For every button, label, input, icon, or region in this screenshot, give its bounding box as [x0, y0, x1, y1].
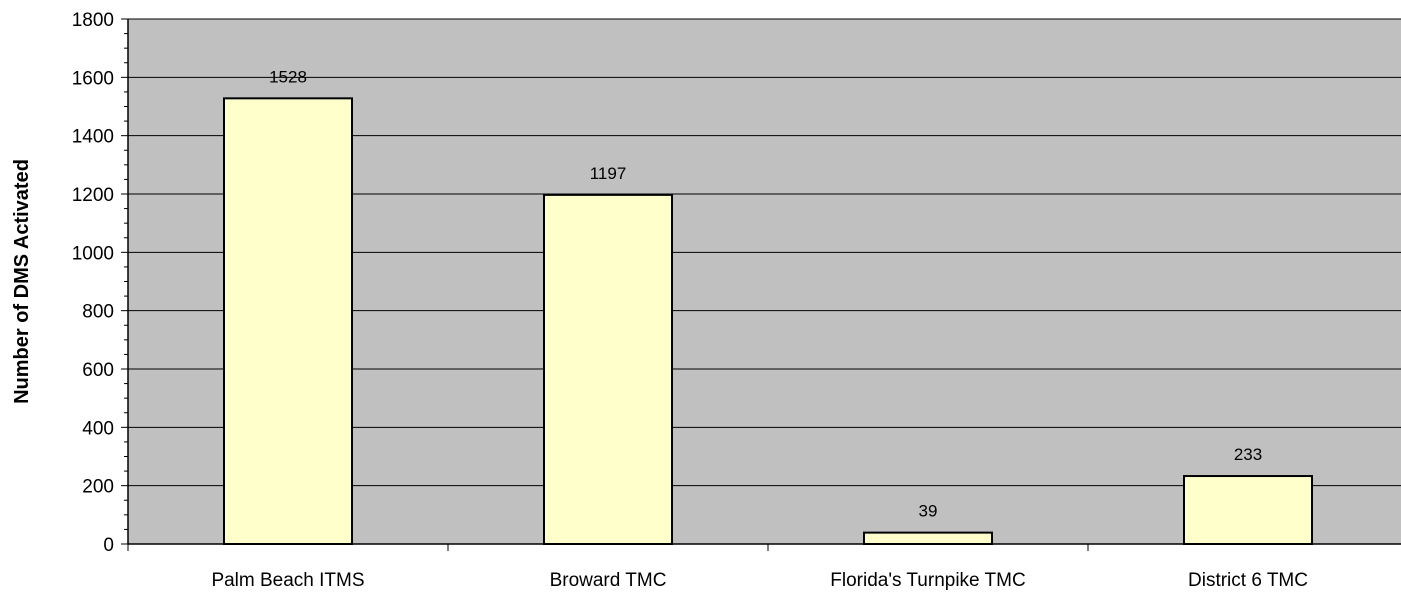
bars	[223, 97, 1313, 545]
x-tick-label: District 6 TMC	[1188, 570, 1308, 591]
y-tick-label: 0	[103, 535, 114, 556]
y-tick-label: 1000	[72, 243, 114, 264]
y-tick-label: 1400	[72, 127, 114, 148]
bar	[1183, 475, 1313, 545]
x-tick-label: Broward TMC	[550, 570, 667, 591]
y-tick-label: 1200	[72, 185, 114, 206]
y-tick-label: 1800	[72, 10, 114, 31]
bar	[223, 97, 353, 545]
x-axis: Palm Beach ITMS Broward TMC Florida's Turn…	[127, 543, 1401, 591]
y-tick-label: 800	[82, 302, 114, 323]
y-tick-label: 1600	[72, 68, 114, 89]
data-label: 233	[1234, 445, 1262, 464]
data-label: 1528	[269, 67, 307, 86]
y-axis: 0 200 400 600 800 1000 1200 1400 1600 1800	[72, 10, 129, 556]
y-axis-title: Number of DMS Activated	[11, 159, 33, 404]
y-tick-label: 200	[82, 477, 114, 498]
y-tick-label: 600	[82, 360, 114, 381]
bar	[863, 531, 993, 545]
data-label: 39	[919, 502, 938, 521]
x-tick-label: Palm Beach ITMS	[211, 570, 364, 591]
bar	[543, 193, 673, 545]
data-label: 1197	[590, 164, 627, 183]
data-labels: 1528 1197 39 233	[269, 67, 1262, 520]
x-tick-label: Florida's Turnpike TMC	[830, 570, 1025, 591]
y-tick-label: 400	[82, 418, 114, 439]
